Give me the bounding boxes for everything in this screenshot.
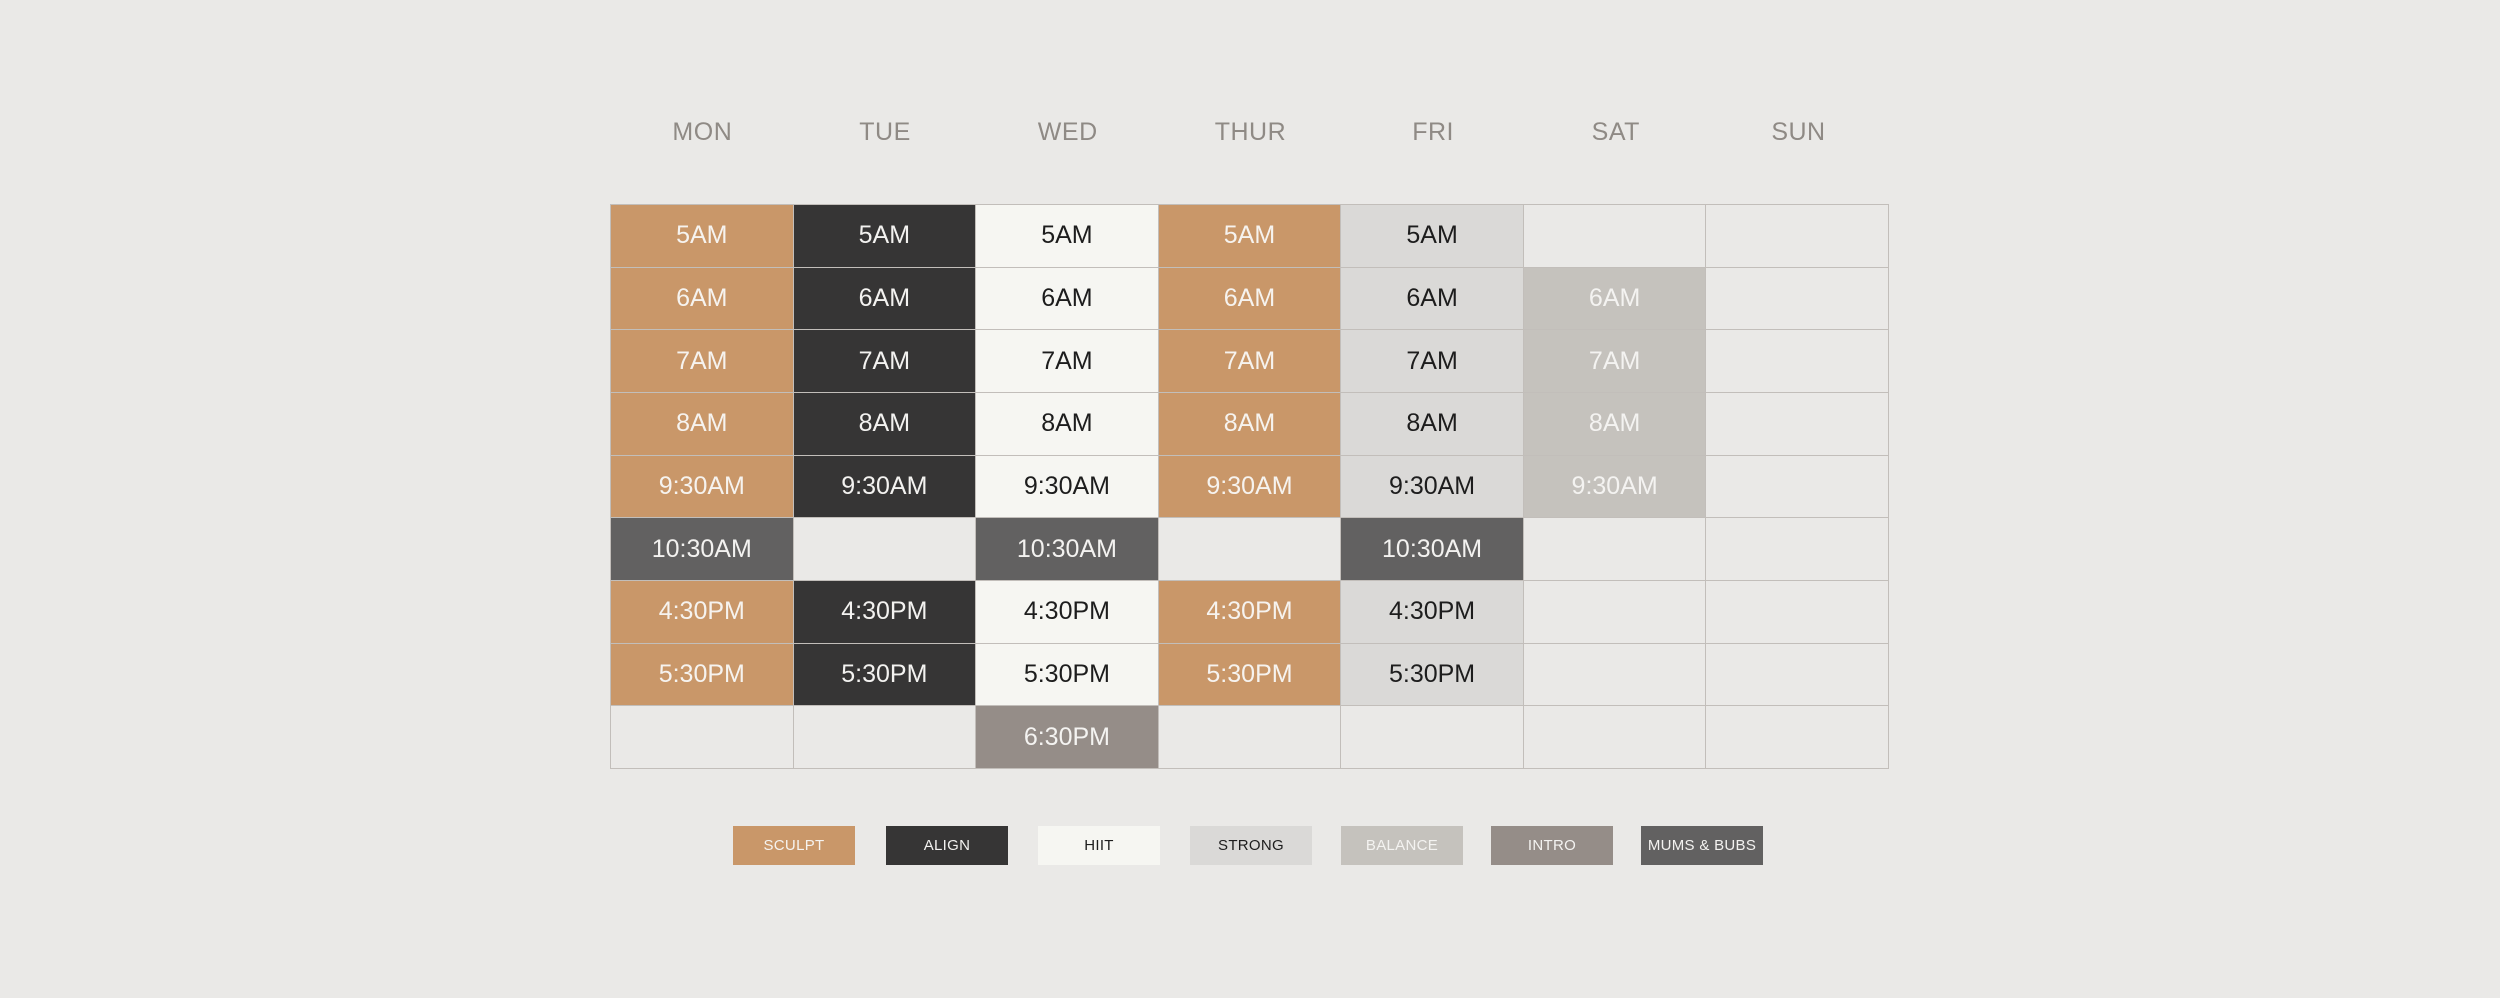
legend-item-balance: BALANCE (1341, 826, 1463, 865)
empty-slot-sun (1706, 455, 1889, 519)
class-slot-mon-sculpt: 4:30PM (611, 581, 794, 644)
day-header-row: MON TUE WED THUR FRI SAT SUN (611, 118, 1890, 147)
empty-slot-thur (1158, 706, 1342, 769)
class-slot-wed-hiit: 7AM (976, 330, 1159, 393)
class-slot-fri-strong: 5:30PM (1341, 643, 1524, 707)
class-slot-thur-sculpt: 9:30AM (1158, 455, 1342, 519)
day-header-tue: TUE (859, 118, 911, 146)
empty-slot-sat (1523, 706, 1707, 769)
legend-item-strong: STRONG (1190, 826, 1312, 865)
class-slot-fri-strong: 4:30PM (1341, 581, 1524, 644)
class-slot-tue-align: 7AM (793, 330, 977, 393)
empty-slot-sun (1706, 518, 1889, 581)
class-slot-mon-sculpt: 5:30PM (611, 643, 794, 707)
class-slot-fri-strong: 7AM (1341, 330, 1524, 393)
class-slot-fri-strong: 9:30AM (1341, 455, 1524, 519)
schedule-grid: 5AM 5AM 5AM 5AM 5AM 6AM 6AM 6AM 6AM 6AM 6AM 7AM 7AM 7… (610, 204, 1889, 769)
class-slot-tue-align: 5AM (793, 205, 977, 268)
class-slot-wed-hiit: 8AM (976, 393, 1159, 456)
empty-slot-sun (1706, 393, 1889, 456)
class-slot-mon-mums: 10:30AM (611, 518, 794, 581)
class-slot-tue-align: 5:30PM (793, 643, 977, 707)
day-header-sun: SUN (1771, 118, 1826, 146)
class-slot-sat-balance: 8AM (1523, 393, 1707, 456)
class-slot-mon-sculpt: 8AM (611, 393, 794, 456)
class-slot-mon-sculpt: 7AM (611, 330, 794, 393)
class-slot-thur-sculpt: 5AM (1158, 205, 1342, 268)
day-header-fri: FRI (1412, 118, 1454, 146)
legend-item-sculpt: SCULPT (733, 826, 855, 865)
day-header-wed: WED (1037, 118, 1098, 146)
empty-slot-sun (1706, 706, 1889, 769)
class-slot-wed-hiit: 9:30AM (976, 455, 1159, 519)
legend-item-intro: INTRO (1491, 826, 1613, 865)
class-slot-fri-mums: 10:30AM (1341, 518, 1524, 581)
class-slot-mon-sculpt: 9:30AM (611, 455, 794, 519)
empty-slot-tue (793, 706, 977, 769)
day-header-mon: MON (672, 118, 733, 146)
class-slot-sat-balance: 6AM (1523, 267, 1707, 331)
class-slot-wed-intro: 6:30PM (976, 706, 1159, 769)
class-slot-tue-align: 4:30PM (793, 581, 977, 644)
class-slot-wed-hiit: 6AM (976, 267, 1159, 331)
empty-slot-sun (1706, 267, 1889, 331)
class-slot-thur-sculpt: 4:30PM (1158, 581, 1342, 644)
empty-slot-sun (1706, 330, 1889, 393)
class-slot-fri-strong: 6AM (1341, 267, 1524, 331)
class-slot-sat-balance: 7AM (1523, 330, 1707, 393)
class-slot-sat-balance: 9:30AM (1523, 455, 1707, 519)
empty-slot-sat (1523, 643, 1707, 707)
class-slot-tue-align: 8AM (793, 393, 977, 456)
empty-slot-sat (1523, 205, 1707, 268)
empty-slot-fri (1341, 706, 1524, 769)
empty-slot-mon (611, 706, 794, 769)
class-slot-thur-sculpt: 6AM (1158, 267, 1342, 331)
day-header-sat: SAT (1591, 118, 1640, 146)
class-slot-tue-align: 6AM (793, 267, 977, 331)
empty-slot-sun (1706, 643, 1889, 707)
empty-slot-sun (1706, 581, 1889, 644)
class-slot-wed-hiit: 4:30PM (976, 581, 1159, 644)
class-slot-mon-sculpt: 5AM (611, 205, 794, 268)
day-header-thur: THUR (1214, 118, 1287, 146)
empty-slot-tue (793, 518, 977, 581)
legend-item-align: ALIGN (886, 826, 1008, 865)
class-slot-thur-sculpt: 5:30PM (1158, 643, 1342, 707)
class-slot-fri-strong: 8AM (1341, 393, 1524, 456)
class-slot-wed-hiit: 5AM (976, 205, 1159, 268)
class-slot-wed-mums: 10:30AM (976, 518, 1159, 581)
empty-slot-thur (1158, 518, 1342, 581)
legend-item-hiit: HIIT (1038, 826, 1160, 865)
empty-slot-sun (1706, 205, 1889, 268)
class-slot-thur-sculpt: 7AM (1158, 330, 1342, 393)
class-slot-mon-sculpt: 6AM (611, 267, 794, 331)
class-slot-wed-hiit: 5:30PM (976, 643, 1159, 707)
empty-slot-sat (1523, 518, 1707, 581)
class-slot-tue-align: 9:30AM (793, 455, 977, 519)
empty-slot-sat (1523, 581, 1707, 644)
class-slot-thur-sculpt: 8AM (1158, 393, 1342, 456)
class-legend: SCULPT ALIGN HIIT STRONG BALANCE INTRO MUMS & … (733, 826, 1763, 865)
legend-item-mums: MUMS & BUBS (1641, 826, 1763, 865)
class-slot-fri-strong: 5AM (1341, 205, 1524, 268)
